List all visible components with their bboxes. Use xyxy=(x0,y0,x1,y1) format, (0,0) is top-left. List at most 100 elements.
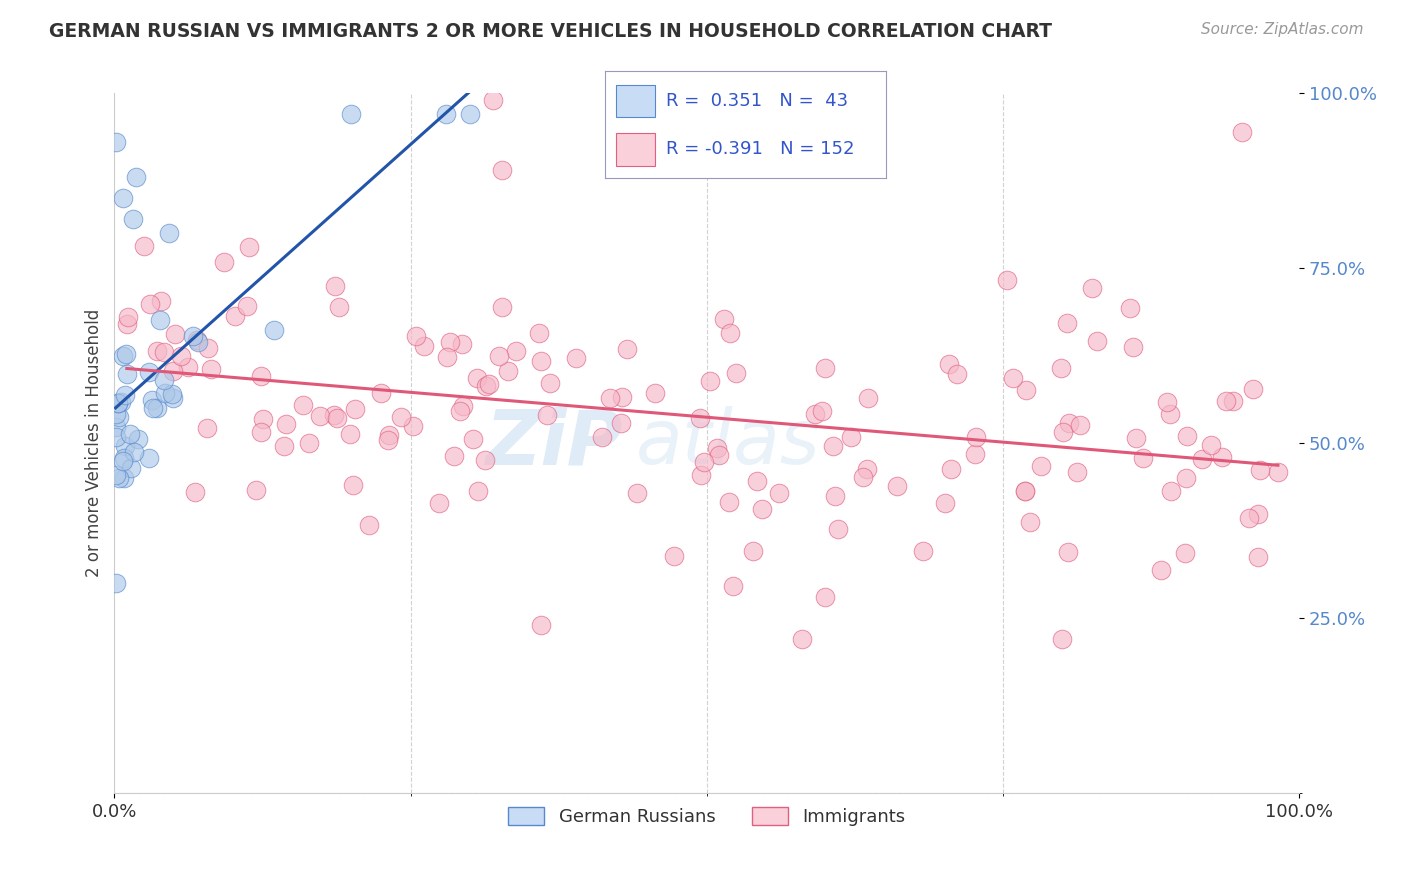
Point xyxy=(841,430,863,444)
Point xyxy=(1069,418,1091,433)
Point xyxy=(1056,316,1078,330)
Point xyxy=(152,345,174,359)
Point xyxy=(911,543,934,558)
Point xyxy=(127,432,149,446)
Point xyxy=(1014,484,1036,499)
Point xyxy=(717,495,740,509)
Point xyxy=(713,312,735,326)
Point xyxy=(742,544,765,558)
Point xyxy=(163,327,186,342)
Text: GERMAN RUSSIAN VS IMMIGRANTS 2 OR MORE VEHICLES IN HOUSEHOLD CORRELATION CHART: GERMAN RUSSIAN VS IMMIGRANTS 2 OR MORE V… xyxy=(49,22,1052,41)
Point xyxy=(1199,438,1222,452)
Point xyxy=(274,417,297,432)
Point xyxy=(250,368,273,383)
Point xyxy=(1156,395,1178,409)
Point xyxy=(538,376,561,390)
Point xyxy=(146,344,169,359)
Point xyxy=(1247,550,1270,565)
Point xyxy=(263,323,285,337)
Point xyxy=(197,341,219,355)
Point xyxy=(104,419,127,434)
Point xyxy=(610,390,633,404)
FancyBboxPatch shape xyxy=(616,134,655,166)
Text: Source: ZipAtlas.com: Source: ZipAtlas.com xyxy=(1201,22,1364,37)
Point xyxy=(458,107,481,121)
Point xyxy=(108,471,131,485)
Point xyxy=(139,297,162,311)
Point xyxy=(1122,340,1144,354)
Point xyxy=(1125,431,1147,445)
Point xyxy=(463,432,485,446)
Point xyxy=(110,394,132,409)
Point xyxy=(478,376,501,391)
Point xyxy=(273,439,295,453)
Point xyxy=(114,439,136,453)
Point xyxy=(149,294,172,309)
Point xyxy=(1174,545,1197,559)
Point xyxy=(751,502,773,516)
Point xyxy=(1246,507,1268,521)
Point xyxy=(810,404,832,418)
Point xyxy=(498,363,520,377)
Point xyxy=(724,366,747,380)
Point xyxy=(162,364,184,378)
Point xyxy=(212,254,235,268)
Point xyxy=(934,495,956,509)
Point xyxy=(343,402,366,417)
Point xyxy=(1132,451,1154,466)
Point xyxy=(405,328,427,343)
Point xyxy=(138,365,160,379)
Point xyxy=(1081,281,1104,295)
Point xyxy=(1052,425,1074,439)
Point xyxy=(162,391,184,405)
Point xyxy=(1001,370,1024,384)
Point xyxy=(160,387,183,401)
Point xyxy=(111,191,134,205)
Point xyxy=(491,301,513,315)
FancyBboxPatch shape xyxy=(616,86,655,118)
Point xyxy=(170,349,193,363)
Point xyxy=(488,350,510,364)
Point xyxy=(149,313,172,327)
Point xyxy=(814,360,837,375)
Point xyxy=(591,430,613,444)
Point xyxy=(245,483,267,497)
Point xyxy=(689,410,711,425)
Point xyxy=(886,479,908,493)
Point xyxy=(449,404,471,418)
Point xyxy=(709,448,731,462)
Point xyxy=(965,446,987,460)
Point xyxy=(122,444,145,458)
Point xyxy=(153,373,176,387)
Point xyxy=(115,317,138,331)
Point xyxy=(134,239,156,253)
Point xyxy=(745,475,768,489)
Point xyxy=(104,468,127,483)
Point xyxy=(852,470,875,484)
Point xyxy=(120,460,142,475)
Point xyxy=(505,344,527,359)
Point xyxy=(104,408,127,422)
Point xyxy=(200,361,222,376)
Point xyxy=(1018,515,1040,529)
Point xyxy=(664,549,686,563)
Point xyxy=(436,350,458,364)
Point xyxy=(527,326,550,340)
Point xyxy=(690,467,713,482)
Point xyxy=(120,426,142,441)
Point xyxy=(1150,563,1173,577)
Point xyxy=(821,439,844,453)
Point xyxy=(187,334,209,349)
Point xyxy=(1052,632,1074,647)
Point xyxy=(465,370,488,384)
Point xyxy=(434,107,457,121)
Point xyxy=(1119,301,1142,315)
Point xyxy=(138,450,160,465)
Point xyxy=(1066,465,1088,479)
Point xyxy=(1267,465,1289,479)
Point xyxy=(157,227,180,241)
Point xyxy=(146,401,169,416)
Point xyxy=(142,401,165,416)
Point xyxy=(1232,125,1254,139)
Point xyxy=(1191,451,1213,466)
